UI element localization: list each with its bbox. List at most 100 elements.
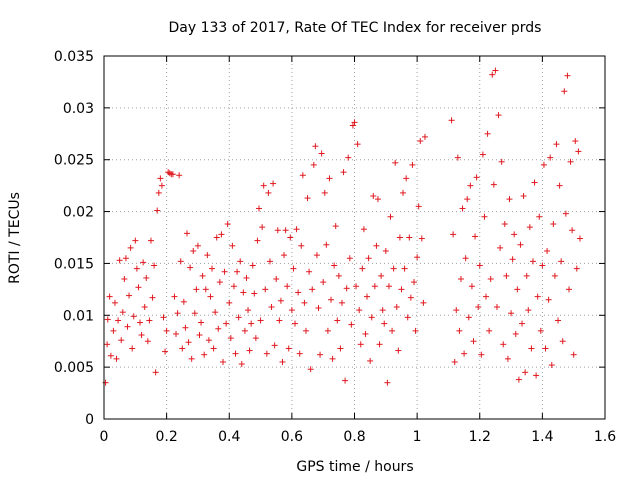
data-point: [459, 205, 466, 212]
data-point: [312, 143, 319, 150]
y-tick-label: 0.035: [54, 49, 94, 65]
x-tick-label: 1.4: [531, 429, 553, 445]
data-point: [359, 265, 366, 272]
y-tick-label: 0.005: [54, 360, 94, 376]
data-point: [374, 196, 381, 203]
data-point: [132, 237, 139, 244]
data-point: [515, 376, 522, 383]
data-point: [137, 319, 144, 326]
data-point: [323, 241, 330, 248]
data-point: [462, 255, 469, 262]
data-point: [511, 231, 518, 238]
data-point: [115, 317, 122, 324]
points-layer: [102, 67, 583, 386]
data-point: [420, 299, 427, 306]
data-point: [229, 242, 236, 249]
data-point: [451, 358, 458, 365]
data-point: [353, 283, 360, 290]
data-point: [529, 258, 536, 265]
data-point: [343, 285, 350, 292]
data-point: [528, 345, 535, 352]
data-point: [209, 265, 216, 272]
data-point: [126, 292, 133, 299]
data-point: [409, 161, 416, 168]
data-point: [187, 264, 194, 271]
data-point: [512, 330, 519, 337]
data-point: [356, 307, 363, 314]
y-tick-label: 0.025: [54, 153, 94, 169]
data-point: [354, 141, 361, 148]
data-point: [313, 252, 320, 259]
data-point: [226, 299, 233, 306]
data-point: [539, 262, 546, 269]
y-tick-label: 0.03: [63, 101, 94, 117]
data-point: [219, 358, 226, 365]
data-point: [230, 283, 237, 290]
data-point: [318, 150, 325, 157]
data-point: [317, 351, 324, 358]
data-point: [143, 274, 150, 281]
data-point: [392, 159, 399, 166]
data-point: [119, 309, 126, 316]
data-point: [199, 272, 206, 279]
data-point: [249, 262, 256, 269]
data-point: [221, 268, 228, 275]
data-point: [536, 213, 543, 220]
data-point: [285, 345, 292, 352]
data-point: [514, 286, 521, 293]
data-point: [198, 319, 205, 326]
data-point: [470, 338, 477, 345]
data-point: [245, 307, 252, 314]
data-point: [265, 189, 272, 196]
data-point: [193, 286, 200, 293]
data-point: [290, 265, 297, 272]
data-point: [295, 289, 302, 296]
data-point: [364, 293, 371, 300]
chart-title: Day 133 of 2017, Rate Of TEC Index for r…: [169, 20, 542, 36]
data-point: [345, 154, 352, 161]
data-point: [487, 275, 494, 282]
data-point: [332, 223, 339, 230]
data-point: [498, 158, 505, 165]
data-point: [406, 234, 413, 241]
data-point: [281, 252, 288, 259]
data-point: [534, 293, 541, 300]
data-point: [306, 268, 313, 275]
data-point: [212, 309, 219, 316]
data-point: [273, 275, 280, 282]
data-point: [468, 283, 475, 290]
y-axis-label: ROTI / TECUs: [7, 192, 23, 284]
data-point: [122, 255, 129, 262]
data-point: [216, 279, 223, 286]
data-point: [562, 210, 569, 217]
data-point: [558, 258, 565, 265]
data-point: [262, 286, 269, 293]
data-point: [540, 161, 547, 168]
data-point: [227, 335, 234, 342]
data-point: [570, 351, 577, 358]
data-point: [331, 262, 338, 269]
data-point: [517, 241, 524, 248]
data-point: [348, 321, 355, 328]
data-point: [373, 242, 380, 249]
data-point: [381, 320, 388, 327]
data-point: [302, 327, 309, 334]
x-tick-label: 1.2: [469, 429, 491, 445]
data-point: [384, 379, 391, 386]
data-point: [235, 314, 242, 321]
data-point: [461, 350, 468, 357]
data-point: [421, 133, 428, 140]
data-point: [152, 369, 159, 376]
data-point: [138, 331, 145, 338]
data-point: [387, 213, 394, 220]
data-point: [260, 182, 267, 189]
data-point: [141, 303, 148, 310]
y-tick-label: 0.01: [63, 308, 94, 324]
data-point: [321, 189, 328, 196]
data-point: [565, 286, 572, 293]
data-point: [475, 303, 482, 310]
data-point: [213, 234, 220, 241]
data-point: [130, 313, 137, 320]
data-point: [492, 67, 499, 74]
data-point: [106, 293, 113, 300]
